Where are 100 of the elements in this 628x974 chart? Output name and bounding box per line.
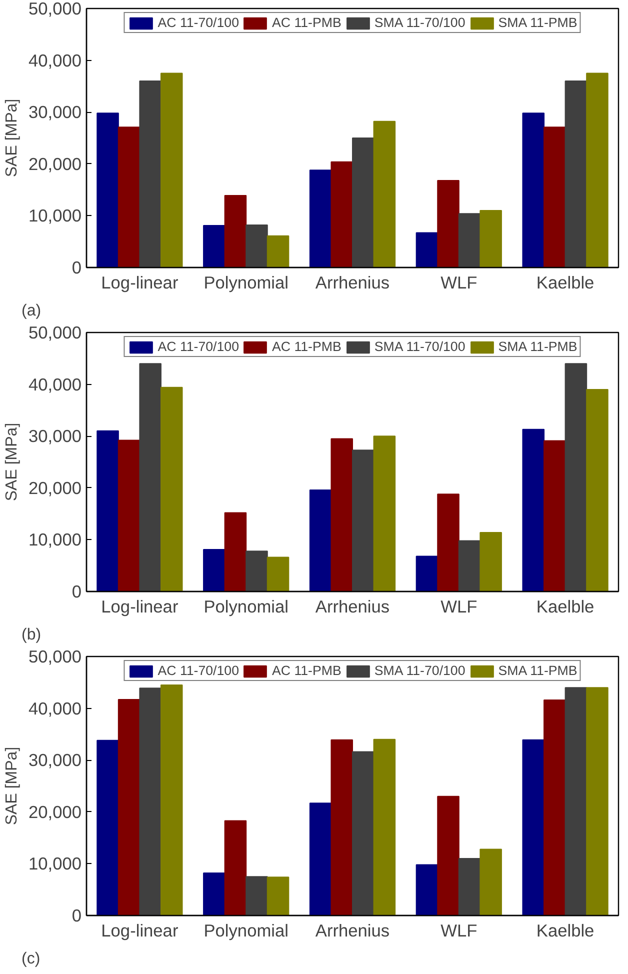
bar	[586, 72, 608, 268]
bar	[544, 126, 566, 268]
bar	[160, 72, 183, 268]
x-tick-label: WLF	[440, 596, 478, 616]
bar	[246, 550, 268, 592]
legend-label: AC 11-70/100	[158, 15, 239, 30]
y-tick-label: 50,000	[28, 0, 82, 18]
y-tick-label: 0	[72, 258, 82, 278]
bar	[330, 739, 353, 916]
bar	[564, 80, 588, 268]
y-tick-label: 10,000	[28, 530, 82, 550]
bar	[564, 687, 588, 916]
x-tick-label: Kaelble	[536, 920, 594, 940]
y-tick-label: 10,000	[28, 854, 82, 874]
x-tick-label: Arrhenius	[315, 596, 390, 616]
text: (c)	[22, 950, 40, 968]
bar	[480, 532, 502, 592]
bar	[96, 740, 119, 916]
legend-label: SMA 11-70/100	[374, 15, 466, 30]
y-tick-label: 40,000	[28, 698, 82, 718]
y-tick-label: 30,000	[28, 426, 82, 446]
bar	[224, 512, 247, 592]
bar	[458, 213, 481, 268]
bar	[352, 751, 374, 916]
bar	[373, 120, 396, 268]
y-tick-label: 20,000	[28, 478, 82, 498]
bar	[309, 170, 332, 268]
text: (b)	[22, 626, 42, 644]
legend-label: SMA 11-70/100	[374, 663, 466, 678]
x-tick-label: Arrhenius	[315, 272, 390, 292]
x-tick-label: WLF	[440, 920, 478, 940]
bar	[416, 232, 438, 268]
bar	[458, 540, 481, 592]
bar	[266, 876, 290, 916]
bar	[330, 161, 353, 268]
x-tick-label: Polynomial	[204, 272, 288, 292]
legend-label: AC 11-70/100	[158, 663, 239, 678]
bar	[544, 700, 566, 916]
bar	[544, 440, 566, 592]
y-axis-title: SAE [MPa]	[4, 422, 20, 502]
bar	[437, 494, 460, 592]
bar	[160, 386, 183, 592]
legend-label: AC 11-PMB	[272, 339, 342, 354]
bar	[586, 388, 608, 592]
y-tick-label: 50,000	[28, 646, 82, 666]
x-tick-label: Arrhenius	[315, 920, 390, 940]
legend-label: AC 11-PMB	[272, 15, 342, 30]
bar	[437, 796, 460, 916]
bar	[480, 210, 502, 268]
x-tick-label: Log-linear	[101, 596, 178, 616]
bar	[160, 684, 183, 916]
x-tick-label: Polynomial	[204, 596, 288, 616]
x-tick-label: Log-linear	[101, 920, 178, 940]
bar	[139, 688, 162, 916]
x-tick-label: Polynomial	[204, 920, 288, 940]
y-tick-label: 40,000	[28, 374, 82, 394]
y-tick-label: 50,000	[28, 322, 82, 342]
bar	[373, 436, 396, 592]
bar	[373, 738, 396, 916]
bar	[522, 428, 545, 592]
x-tick-label: Log-linear	[101, 272, 178, 292]
y-tick-label: 0	[72, 582, 82, 602]
y-tick-label: 40,000	[28, 50, 82, 70]
bar	[352, 138, 374, 268]
bar	[564, 363, 588, 592]
legend-label: AC 11-70/100	[158, 339, 239, 354]
bar	[139, 80, 162, 268]
x-tick-label: Kaelble	[536, 596, 594, 616]
legend-label: SMA 11-PMB	[498, 15, 578, 30]
y-tick-label: 30,000	[28, 750, 82, 770]
bar	[118, 440, 140, 592]
x-tick-label: Kaelble	[536, 272, 594, 292]
bar	[330, 438, 353, 592]
bar	[522, 112, 545, 268]
bar	[96, 112, 119, 268]
bar	[203, 225, 226, 268]
bar	[586, 687, 608, 916]
legend-label: SMA 11-70/100	[374, 339, 466, 354]
bar	[309, 802, 332, 916]
bar	[224, 820, 247, 916]
bar	[118, 126, 140, 268]
x-tick-label: WLF	[440, 272, 478, 292]
bar	[246, 876, 268, 916]
legend-label: SMA 11-PMB	[498, 339, 578, 354]
bar	[224, 195, 247, 268]
legend-label: SMA 11-PMB	[498, 663, 578, 678]
y-axis-title: SAE [MPa]	[4, 746, 20, 826]
bar	[266, 235, 290, 268]
bar	[96, 430, 119, 592]
legend-label: AC 11-PMB	[272, 663, 342, 678]
bar	[246, 224, 268, 268]
y-axis-title: SAE [MPa]	[4, 98, 20, 178]
text: (a)	[22, 302, 42, 320]
bar	[522, 739, 545, 916]
bar	[139, 363, 162, 592]
bar	[480, 848, 502, 916]
bar	[458, 858, 481, 916]
y-tick-label: 10,000	[28, 206, 82, 226]
bar	[203, 872, 226, 916]
bar	[437, 180, 460, 268]
